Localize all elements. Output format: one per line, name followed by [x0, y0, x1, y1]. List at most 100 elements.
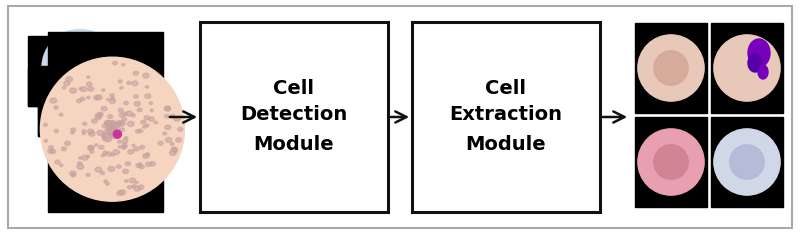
Ellipse shape	[122, 146, 126, 149]
Ellipse shape	[104, 121, 110, 125]
Text: Extraction: Extraction	[450, 106, 562, 124]
Ellipse shape	[111, 126, 117, 130]
Ellipse shape	[110, 133, 113, 136]
Ellipse shape	[118, 146, 122, 148]
Ellipse shape	[122, 117, 126, 121]
Ellipse shape	[79, 88, 82, 90]
Ellipse shape	[110, 99, 115, 104]
Ellipse shape	[165, 114, 169, 118]
Ellipse shape	[171, 148, 178, 152]
Circle shape	[730, 145, 764, 179]
Ellipse shape	[110, 128, 114, 131]
Text: Cell: Cell	[486, 80, 526, 99]
Ellipse shape	[62, 147, 66, 151]
Ellipse shape	[107, 98, 110, 101]
Ellipse shape	[107, 121, 113, 125]
Ellipse shape	[170, 150, 176, 155]
Ellipse shape	[62, 86, 66, 89]
Text: Module: Module	[254, 135, 334, 154]
Ellipse shape	[106, 133, 109, 135]
Ellipse shape	[105, 137, 111, 142]
Ellipse shape	[109, 125, 114, 129]
Ellipse shape	[105, 120, 111, 125]
Circle shape	[638, 35, 704, 101]
Ellipse shape	[104, 130, 109, 134]
Ellipse shape	[150, 102, 153, 104]
Ellipse shape	[127, 81, 131, 84]
Ellipse shape	[78, 162, 82, 165]
Bar	[412, 22, 600, 212]
Ellipse shape	[86, 82, 92, 86]
Ellipse shape	[138, 163, 142, 166]
Ellipse shape	[111, 154, 114, 156]
Ellipse shape	[119, 113, 125, 117]
Ellipse shape	[139, 165, 144, 169]
Ellipse shape	[86, 76, 90, 78]
Ellipse shape	[108, 132, 114, 136]
Ellipse shape	[54, 129, 58, 133]
Ellipse shape	[140, 145, 145, 149]
Ellipse shape	[142, 73, 149, 78]
Text: Module: Module	[466, 135, 546, 154]
Ellipse shape	[758, 65, 768, 79]
Ellipse shape	[70, 132, 74, 134]
Bar	[48, 32, 163, 212]
Ellipse shape	[101, 106, 107, 111]
Ellipse shape	[118, 121, 125, 126]
Ellipse shape	[124, 137, 128, 139]
Ellipse shape	[127, 121, 134, 126]
Ellipse shape	[82, 122, 86, 125]
Ellipse shape	[145, 94, 151, 98]
Ellipse shape	[104, 180, 107, 183]
Ellipse shape	[748, 54, 762, 72]
Ellipse shape	[48, 149, 53, 153]
Ellipse shape	[123, 112, 127, 116]
Ellipse shape	[106, 182, 110, 185]
Ellipse shape	[82, 130, 86, 133]
Ellipse shape	[115, 122, 121, 126]
Text: Cell: Cell	[274, 80, 314, 99]
Ellipse shape	[748, 39, 770, 67]
Ellipse shape	[122, 63, 125, 66]
Ellipse shape	[144, 116, 150, 120]
Ellipse shape	[117, 125, 120, 128]
Ellipse shape	[98, 112, 103, 116]
Ellipse shape	[134, 71, 138, 75]
Bar	[28, 67, 128, 106]
Ellipse shape	[95, 167, 102, 172]
Ellipse shape	[122, 143, 126, 147]
Ellipse shape	[126, 162, 130, 166]
Ellipse shape	[113, 150, 119, 155]
Ellipse shape	[66, 77, 73, 82]
Ellipse shape	[89, 146, 93, 149]
Ellipse shape	[116, 132, 121, 135]
Ellipse shape	[92, 119, 97, 123]
Ellipse shape	[80, 87, 87, 91]
Bar	[200, 22, 388, 212]
Ellipse shape	[106, 127, 111, 131]
Ellipse shape	[142, 154, 149, 158]
Circle shape	[654, 51, 688, 85]
Ellipse shape	[142, 126, 146, 128]
Ellipse shape	[107, 128, 111, 131]
Ellipse shape	[146, 86, 149, 88]
Bar	[635, 117, 707, 207]
Ellipse shape	[70, 88, 77, 93]
Ellipse shape	[44, 140, 47, 142]
Ellipse shape	[102, 136, 108, 141]
Ellipse shape	[112, 127, 118, 132]
Ellipse shape	[82, 155, 88, 160]
Ellipse shape	[50, 98, 57, 103]
Ellipse shape	[124, 101, 128, 105]
Ellipse shape	[94, 144, 98, 146]
Ellipse shape	[102, 134, 106, 137]
Circle shape	[42, 29, 118, 106]
Ellipse shape	[178, 127, 182, 131]
Ellipse shape	[102, 154, 105, 157]
Ellipse shape	[89, 132, 95, 136]
Ellipse shape	[59, 113, 63, 116]
Ellipse shape	[113, 61, 117, 65]
Ellipse shape	[149, 117, 154, 121]
Ellipse shape	[77, 99, 82, 103]
Ellipse shape	[95, 95, 102, 100]
